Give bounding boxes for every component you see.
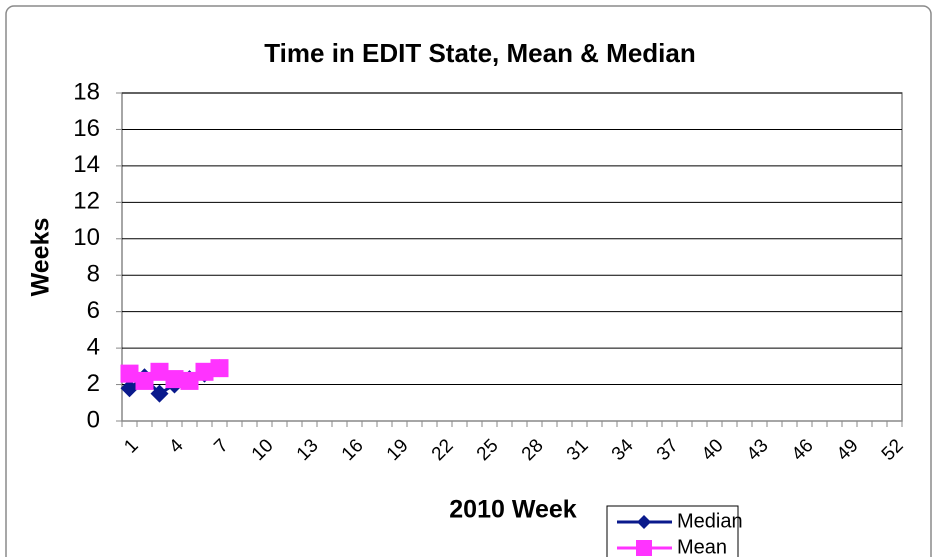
y-tick-label: 6 [87, 297, 100, 324]
y-tick-label: 4 [87, 333, 100, 360]
y-tick-label: 10 [73, 224, 100, 251]
legend-label: Median [677, 510, 743, 532]
y-tick-label: 0 [87, 406, 100, 433]
y-tick-label: 12 [73, 188, 100, 215]
legend-label: Mean [677, 536, 727, 557]
chart-title: Time in EDIT State, Mean & Median [264, 38, 696, 68]
mean-marker [210, 359, 229, 378]
mean-marker [165, 370, 184, 389]
plot-area [121, 92, 903, 422]
mean-marker [135, 371, 154, 390]
y-tick-label: 2 [87, 370, 100, 397]
x-axis-title: 2010 Week [449, 496, 577, 524]
mean-marker [150, 362, 169, 381]
median-marker [150, 384, 169, 403]
mean-marker [180, 371, 199, 390]
mean-marker [120, 364, 139, 383]
y-tick-label: 8 [87, 261, 100, 288]
y-tick-label: 14 [73, 151, 100, 178]
y-tick-label: 18 [73, 78, 100, 105]
mean-marker [195, 362, 214, 381]
y-tick-label: 16 [73, 115, 100, 142]
legend-marker [636, 540, 652, 556]
median-marker [120, 379, 139, 398]
y-axis-title: Weeks [27, 218, 55, 297]
legend-marker [637, 515, 651, 529]
